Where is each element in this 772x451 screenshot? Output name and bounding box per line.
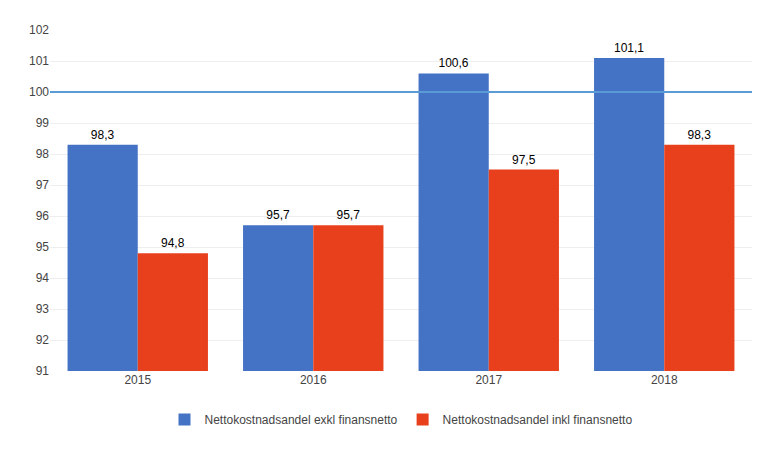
svg-text:Nettokostnadsandel exkl finans: Nettokostnadsandel exkl finansnetto xyxy=(205,413,398,427)
svg-text:101,1: 101,1 xyxy=(614,41,644,55)
svg-text:2017: 2017 xyxy=(475,373,502,387)
svg-text:92: 92 xyxy=(36,333,50,347)
svg-text:102: 102 xyxy=(29,23,49,37)
svg-text:100,6: 100,6 xyxy=(438,56,468,70)
svg-text:2015: 2015 xyxy=(124,373,151,387)
svg-text:99: 99 xyxy=(36,116,50,130)
svg-text:Nettokostnadsandel inkl finans: Nettokostnadsandel inkl finansnetto xyxy=(443,413,633,427)
svg-text:95,7: 95,7 xyxy=(337,208,361,222)
svg-text:98: 98 xyxy=(36,147,50,161)
svg-text:91: 91 xyxy=(36,364,50,378)
svg-text:96: 96 xyxy=(36,209,50,223)
svg-text:100: 100 xyxy=(29,85,49,99)
svg-text:98,3: 98,3 xyxy=(91,128,115,142)
svg-text:95: 95 xyxy=(36,240,50,254)
svg-text:98,3: 98,3 xyxy=(688,128,712,142)
svg-text:94,8: 94,8 xyxy=(161,236,185,250)
svg-text:94: 94 xyxy=(36,271,50,285)
svg-text:95,7: 95,7 xyxy=(266,208,290,222)
svg-text:97,5: 97,5 xyxy=(512,153,536,167)
svg-text:93: 93 xyxy=(36,302,50,316)
svg-text:2018: 2018 xyxy=(651,373,678,387)
svg-text:97: 97 xyxy=(36,178,50,192)
svg-text:2016: 2016 xyxy=(300,373,327,387)
svg-text:101: 101 xyxy=(29,54,49,68)
